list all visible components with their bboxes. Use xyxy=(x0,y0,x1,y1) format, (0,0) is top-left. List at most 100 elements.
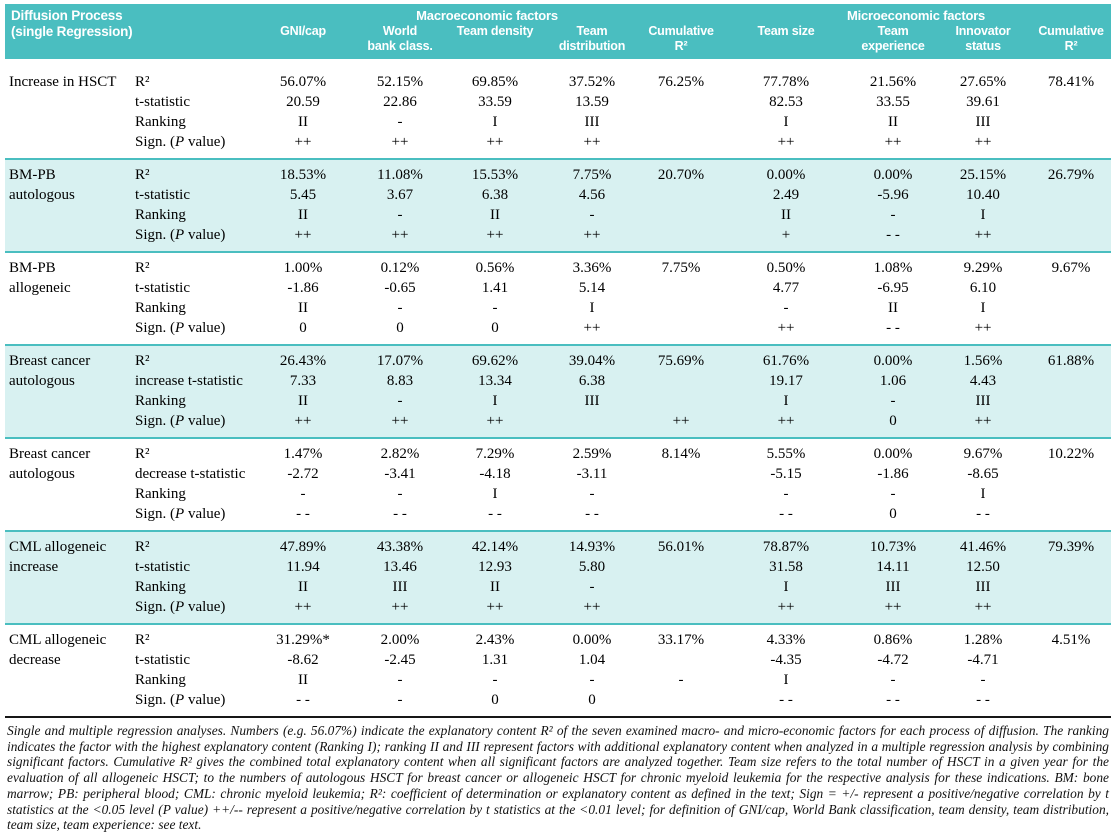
row-label-text: value) xyxy=(184,134,226,150)
table-cell: II xyxy=(298,393,309,409)
group-bm-pb-allogeneic: BM-PB allogeneic R² 1.00% 0.12% 0.56% 3.36% 7.7… xyxy=(5,252,1112,345)
table-cell: ++ xyxy=(974,413,992,429)
table-cell: 0.86% xyxy=(873,632,913,648)
table-cell: 3.36% xyxy=(572,260,612,276)
table-cell: 26.43% xyxy=(279,353,327,369)
table-cell: - xyxy=(397,207,403,223)
table-cell: III xyxy=(584,393,600,409)
table-cell: - - xyxy=(585,506,599,522)
table-cell: -1.86 xyxy=(877,466,909,482)
table-cell: ++ xyxy=(777,413,795,429)
table-cell: ++ xyxy=(294,134,312,150)
table-cell: - xyxy=(397,393,403,409)
table-cell: 20.70% xyxy=(657,167,705,183)
row-label-text: t-statistic xyxy=(135,187,190,203)
table-cell xyxy=(1031,597,1111,624)
table-cell: 0 xyxy=(889,506,897,522)
table-row: Ranking II - I III I II III xyxy=(5,112,1111,132)
table-cell: - xyxy=(397,486,403,502)
row-label-t-statistic: t-statistic xyxy=(135,650,253,670)
process-name: CML allogeneic increase xyxy=(9,539,107,575)
table-cell: 1.06 xyxy=(879,373,907,389)
table-cell: I xyxy=(980,300,986,316)
table-cell xyxy=(1031,278,1111,298)
table-cell: 9.67% xyxy=(1051,260,1091,276)
column-header-cumulative-r2-micro: Cumulative R² xyxy=(1031,24,1112,59)
row-label-r2: R² xyxy=(135,531,253,557)
table-row: Breast cancer autologous R² 1.47% 2.82% 7.29%… xyxy=(5,438,1111,482)
table-cell: -8.62 xyxy=(287,652,319,668)
table-cell xyxy=(1031,411,1111,438)
row-label-text: value) xyxy=(184,506,226,522)
row-label-ranking: Ranking xyxy=(135,112,253,132)
table-cell: 78.87% xyxy=(762,539,810,555)
table-cell: 14.11 xyxy=(876,559,910,575)
row-label-r2: R² xyxy=(135,624,253,650)
table-cell: 5.45 xyxy=(289,187,317,203)
row-label-text: P xyxy=(175,599,185,615)
table-bottom-rule xyxy=(5,716,1111,718)
table-cell: I xyxy=(492,114,498,130)
row-label-sign: Sign. (P value) xyxy=(135,690,253,716)
row-label-text: value) xyxy=(184,692,226,708)
table-cell: 0 xyxy=(491,320,499,336)
table-row: Sign. (P value) - - - 0 0 - - - - - - xyxy=(5,690,1111,716)
table-cell: 12.93 xyxy=(478,559,512,575)
table-cell xyxy=(1031,391,1111,411)
table-cell: 31.58 xyxy=(769,559,803,575)
column-header-gni-cap: GNI/cap xyxy=(253,24,354,59)
table-cell: 10.40 xyxy=(966,187,1000,203)
table-cell: 78.41% xyxy=(1047,74,1095,90)
table-cell: 33.59 xyxy=(478,94,512,110)
column-header-innovator-status: Innovator status xyxy=(935,24,1032,59)
table-row: BM-PB allogeneic R² 1.00% 0.12% 0.56% 3.36% 7.7… xyxy=(5,252,1111,296)
row-label-ranking: Ranking xyxy=(135,484,253,504)
row-label-text: Ranking xyxy=(135,579,186,595)
table-cell xyxy=(641,278,721,298)
table-row: Sign. (P value) - - - - - - - - - - 0 - - xyxy=(5,504,1111,531)
table-cell xyxy=(641,225,721,252)
table-cell: - xyxy=(397,692,403,708)
row-label-text: R² xyxy=(135,167,150,183)
table-cell xyxy=(1031,225,1111,252)
group-cml-allogeneic-decrease: CML allogeneic decrease R² 31.29%* 2.00% 2.43… xyxy=(5,624,1112,716)
table-cell: 69.85% xyxy=(471,74,519,90)
table-cell: II xyxy=(298,672,309,688)
process-name: CML allogeneic decrease xyxy=(9,632,107,668)
table-cell: 1.04 xyxy=(578,652,606,668)
row-label-text: Ranking xyxy=(135,393,186,409)
table-cell: ++ xyxy=(777,134,795,150)
table-cell: - - xyxy=(976,506,990,522)
group-increase-in-hsct: Increase in HSCT R² 56.07% 52.15% 69.85% 37.5… xyxy=(5,59,1111,159)
table-row: t-statistic 20.59 22.86 33.59 13.59 82.53 33.5… xyxy=(5,92,1111,112)
table-cell: - xyxy=(890,672,896,688)
table-cell: 4.51% xyxy=(1051,632,1091,648)
row-label-text: R² xyxy=(135,539,150,555)
header-row-columns: GNI/cap World bank class. Team density Team d… xyxy=(5,24,1112,59)
table-cell xyxy=(1031,318,1111,345)
table-cell: 61.88% xyxy=(1047,353,1095,369)
table-cell: - xyxy=(397,672,403,688)
table-cell: 5.80 xyxy=(578,559,606,575)
table-cell: 31.29%* xyxy=(276,632,330,648)
table-cell xyxy=(543,411,641,438)
table-cell: - xyxy=(300,486,306,502)
table-cell: - - xyxy=(779,692,793,708)
table-cell: 0.56% xyxy=(475,260,515,276)
table-cell: II xyxy=(298,114,309,130)
table-cell: 3.67 xyxy=(386,187,414,203)
table-header: Diffusion Process (single Regression) Macr… xyxy=(5,4,1112,59)
row-label-text: t-statistic xyxy=(135,94,190,110)
table-cell xyxy=(1031,670,1111,690)
table-cell: I xyxy=(783,393,789,409)
row-label-sign: Sign. (P value) xyxy=(135,225,253,252)
table-cell: 33.17% xyxy=(657,632,705,648)
row-label-text: Ranking xyxy=(135,207,186,223)
row-label-text: t-statistic xyxy=(135,559,190,575)
table-row: Sign. (P value) ++ ++ ++ ++ ++ 0 ++ xyxy=(5,411,1111,438)
table-cell xyxy=(1031,205,1111,225)
table-cell: -5.15 xyxy=(770,466,802,482)
row-label-text: Ranking xyxy=(135,300,186,316)
row-label-t-statistic: increase t-statistic xyxy=(135,371,253,391)
